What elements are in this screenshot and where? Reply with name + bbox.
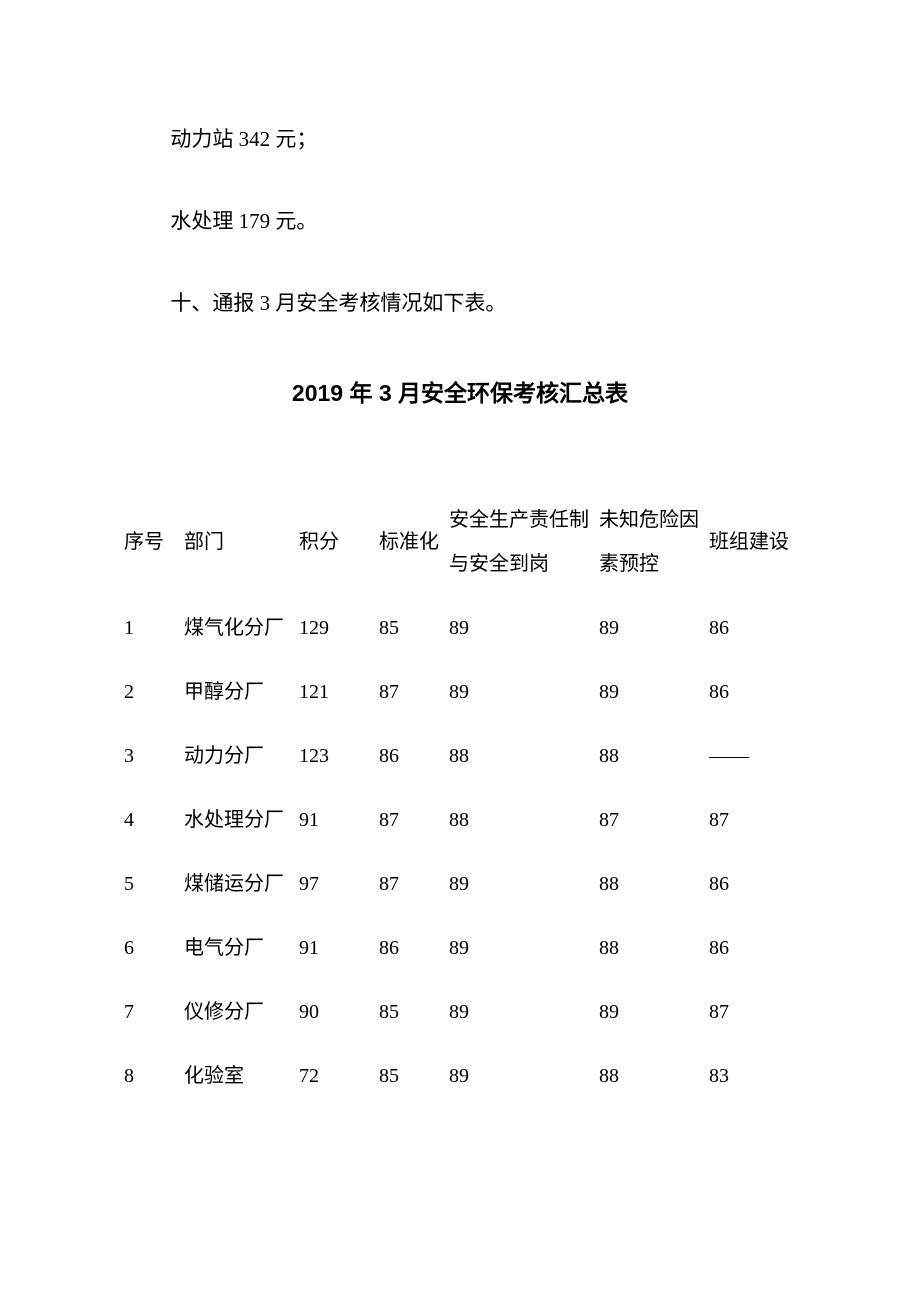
cell-risk: 89 <box>595 980 705 1044</box>
cell-resp: 88 <box>445 788 595 852</box>
table-title: 2019 年 3 月安全环保考核汇总表 <box>120 374 800 408</box>
cell-score: 121 <box>295 660 375 724</box>
table-row: 2 甲醇分厂 121 87 89 89 86 <box>120 660 800 724</box>
col-header-score: 积分 <box>295 488 375 596</box>
cell-score: 91 <box>295 788 375 852</box>
cell-dept: 煤储运分厂 <box>180 852 295 916</box>
col-header-resp: 安全生产责任制与安全到岗 <box>445 488 595 596</box>
cell-team: 87 <box>705 980 800 1044</box>
paragraph-line1: 动力站 342 元； <box>120 118 800 160</box>
cell-resp: 89 <box>445 596 595 660</box>
table-row: 7 仪修分厂 90 85 89 89 87 <box>120 980 800 1044</box>
cell-risk: 88 <box>595 852 705 916</box>
paragraph-line2: 水处理 179 元。 <box>120 200 800 242</box>
cell-score: 97 <box>295 852 375 916</box>
cell-std: 86 <box>375 724 445 788</box>
cell-risk: 88 <box>595 1044 705 1108</box>
cell-team: 83 <box>705 1044 800 1108</box>
cell-dept: 仪修分厂 <box>180 980 295 1044</box>
table-row: 1 煤气化分厂 129 85 89 89 86 <box>120 596 800 660</box>
cell-std: 85 <box>375 1044 445 1108</box>
cell-std: 87 <box>375 788 445 852</box>
cell-risk: 88 <box>595 916 705 980</box>
cell-dept: 煤气化分厂 <box>180 596 295 660</box>
cell-std: 85 <box>375 596 445 660</box>
table-body: 1 煤气化分厂 129 85 89 89 86 2 甲醇分厂 121 87 89… <box>120 596 800 1108</box>
cell-team: 86 <box>705 916 800 980</box>
cell-dept: 动力分厂 <box>180 724 295 788</box>
assessment-table: 序号 部门 积分 标准化 安全生产责任制与安全到岗 未知危险因素预控 班组建设 … <box>120 488 800 1108</box>
cell-std: 87 <box>375 852 445 916</box>
cell-std: 86 <box>375 916 445 980</box>
paragraph-line3: 十、通报 3 月安全考核情况如下表。 <box>120 282 800 324</box>
table-row: 3 动力分厂 123 86 88 88 —— <box>120 724 800 788</box>
cell-team: 87 <box>705 788 800 852</box>
cell-resp: 88 <box>445 724 595 788</box>
cell-dept: 甲醇分厂 <box>180 660 295 724</box>
cell-seq: 4 <box>120 788 180 852</box>
cell-seq: 2 <box>120 660 180 724</box>
cell-resp: 89 <box>445 852 595 916</box>
cell-seq: 3 <box>120 724 180 788</box>
cell-score: 90 <box>295 980 375 1044</box>
table-row: 6 电气分厂 91 86 89 88 86 <box>120 916 800 980</box>
col-header-team: 班组建设 <box>705 488 800 596</box>
col-header-dept: 部门 <box>180 488 295 596</box>
cell-resp: 89 <box>445 916 595 980</box>
cell-resp: 89 <box>445 660 595 724</box>
cell-score: 123 <box>295 724 375 788</box>
cell-dept: 电气分厂 <box>180 916 295 980</box>
cell-score: 129 <box>295 596 375 660</box>
cell-resp: 89 <box>445 980 595 1044</box>
cell-dept: 水处理分厂 <box>180 788 295 852</box>
col-header-risk: 未知危险因素预控 <box>595 488 705 596</box>
table-row: 5 煤储运分厂 97 87 89 88 86 <box>120 852 800 916</box>
cell-dept: 化验室 <box>180 1044 295 1108</box>
cell-risk: 89 <box>595 596 705 660</box>
cell-resp: 89 <box>445 1044 595 1108</box>
cell-seq: 8 <box>120 1044 180 1108</box>
cell-score: 72 <box>295 1044 375 1108</box>
cell-team: —— <box>705 724 800 788</box>
cell-seq: 6 <box>120 916 180 980</box>
cell-score: 91 <box>295 916 375 980</box>
table-header-row: 序号 部门 积分 标准化 安全生产责任制与安全到岗 未知危险因素预控 班组建设 <box>120 488 800 596</box>
cell-seq: 7 <box>120 980 180 1044</box>
cell-team: 86 <box>705 852 800 916</box>
cell-seq: 5 <box>120 852 180 916</box>
cell-team: 86 <box>705 596 800 660</box>
table-row: 4 水处理分厂 91 87 88 87 87 <box>120 788 800 852</box>
cell-team: 86 <box>705 660 800 724</box>
cell-std: 85 <box>375 980 445 1044</box>
table-row: 8 化验室 72 85 89 88 83 <box>120 1044 800 1108</box>
col-header-seq: 序号 <box>120 488 180 596</box>
cell-std: 87 <box>375 660 445 724</box>
cell-risk: 89 <box>595 660 705 724</box>
cell-risk: 88 <box>595 724 705 788</box>
cell-risk: 87 <box>595 788 705 852</box>
cell-seq: 1 <box>120 596 180 660</box>
col-header-std: 标准化 <box>375 488 445 596</box>
